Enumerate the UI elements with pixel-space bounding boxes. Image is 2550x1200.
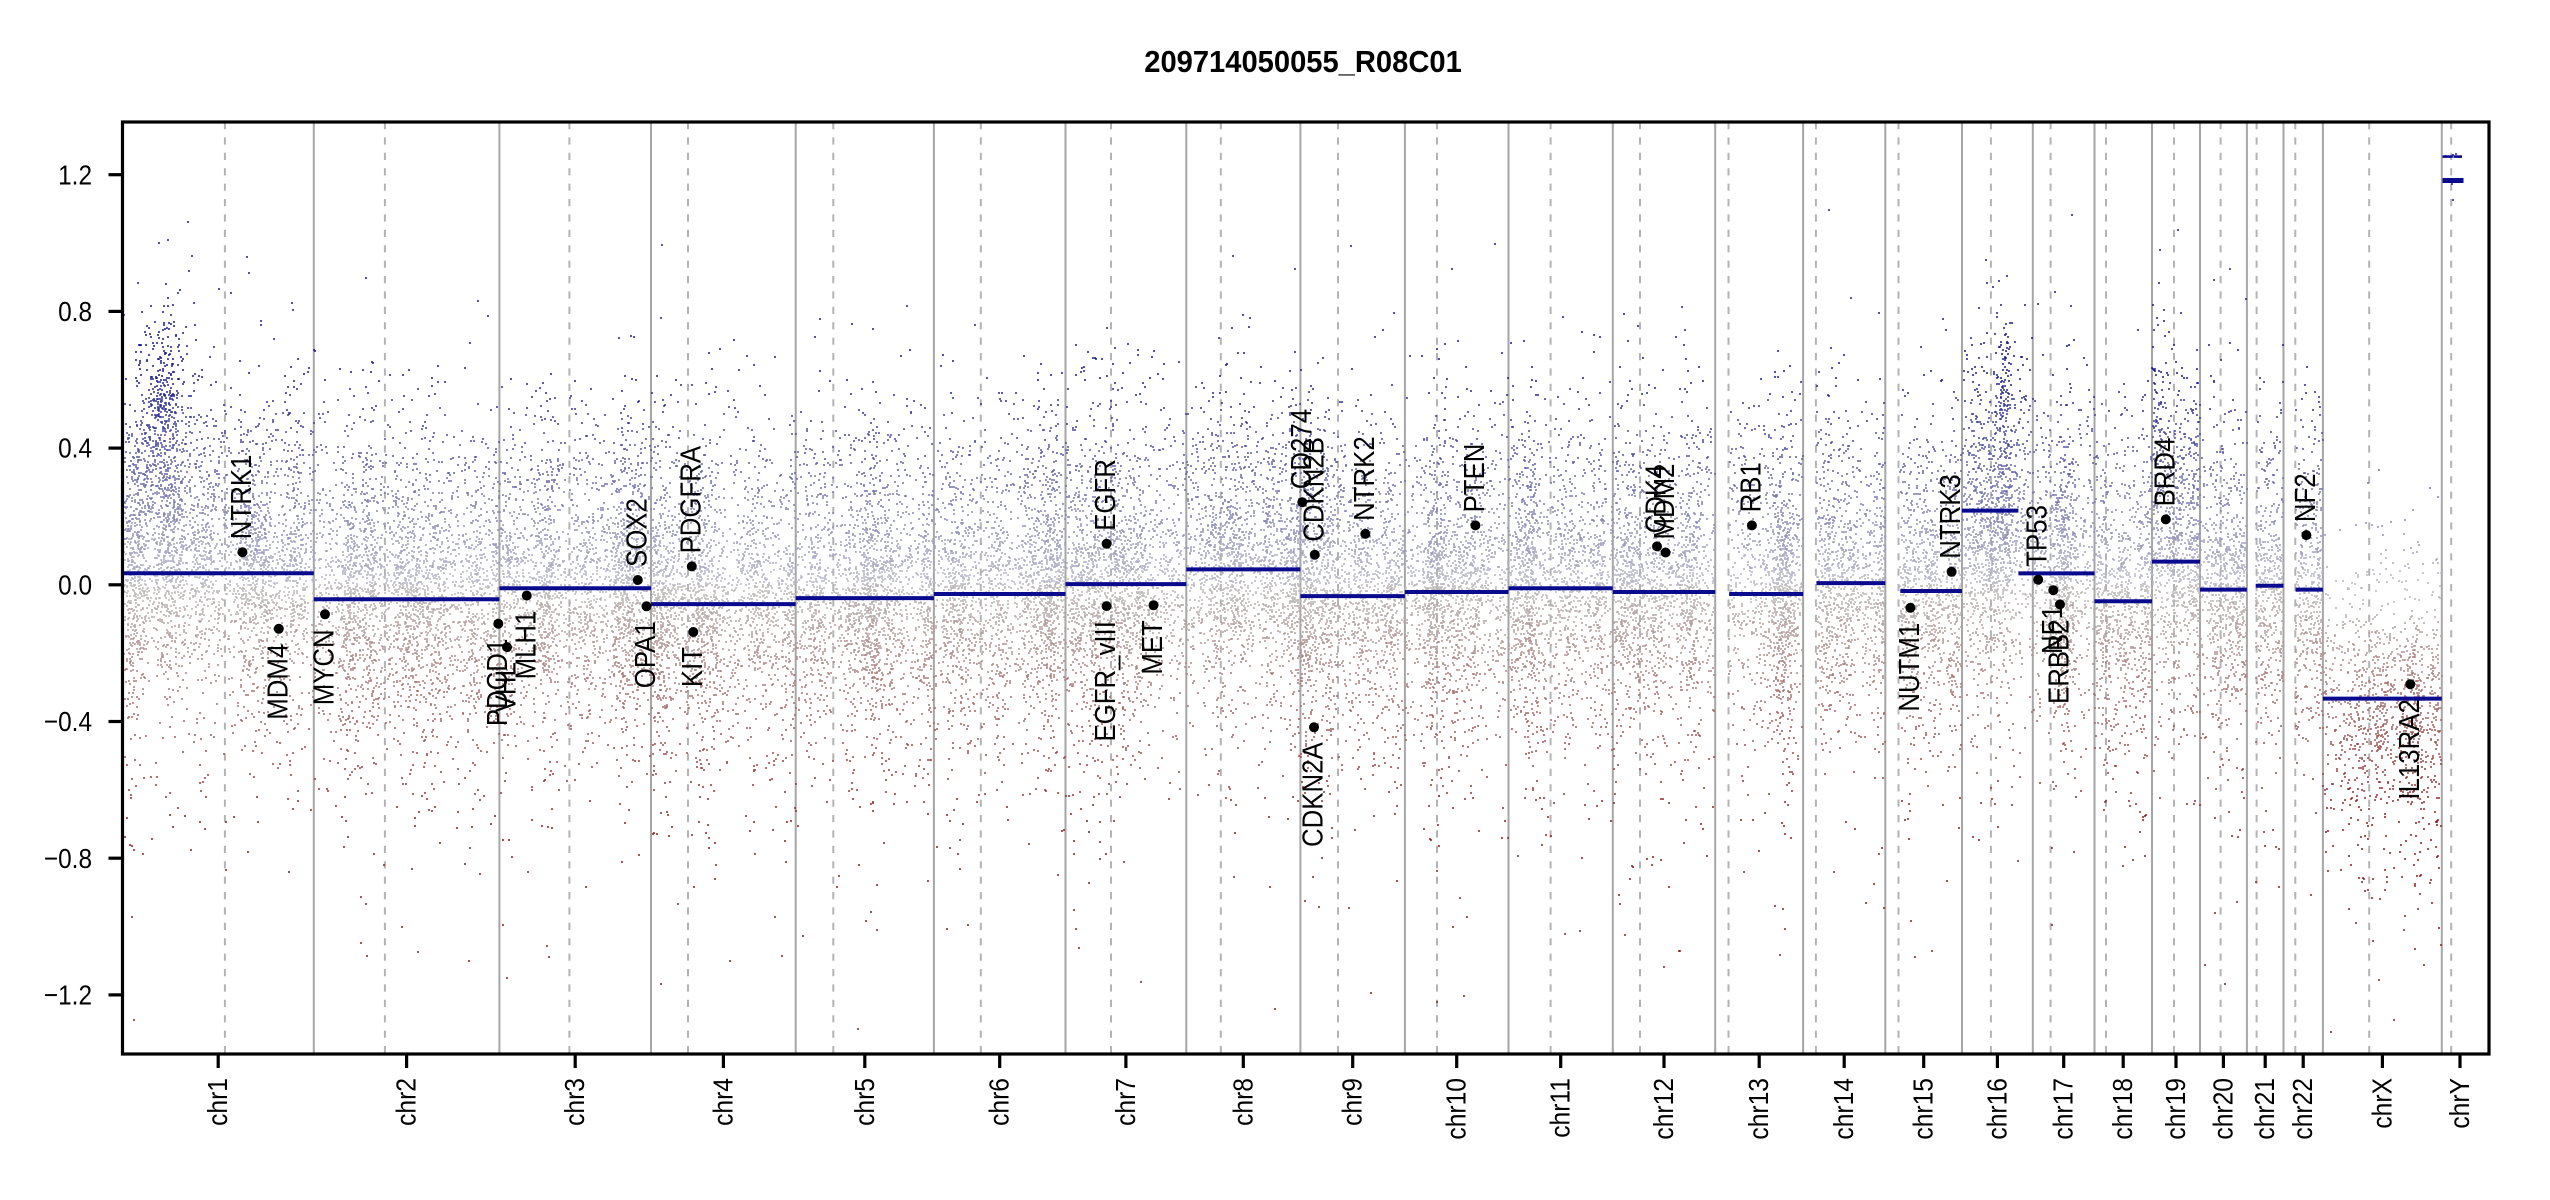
svg-text:chr15: chr15 bbox=[1907, 1078, 1939, 1140]
svg-text:RB1: RB1 bbox=[1734, 462, 1767, 512]
svg-text:chr4: chr4 bbox=[707, 1078, 739, 1126]
svg-text:chr2: chr2 bbox=[390, 1078, 422, 1126]
svg-text:chr11: chr11 bbox=[1544, 1078, 1576, 1138]
svg-text:MDM2: MDM2 bbox=[1648, 464, 1681, 540]
svg-text:EGFR: EGFR bbox=[1089, 459, 1122, 531]
svg-text:chr8: chr8 bbox=[1227, 1078, 1259, 1126]
svg-text:NF2: NF2 bbox=[2288, 473, 2321, 522]
svg-text:CDKN2A: CDKN2A bbox=[1296, 742, 1329, 847]
svg-text:ERBB2: ERBB2 bbox=[2042, 619, 2075, 704]
svg-text:chr12: chr12 bbox=[1648, 1078, 1680, 1140]
svg-text:chr20: chr20 bbox=[2207, 1078, 2239, 1140]
svg-text:chr21: chr21 bbox=[2249, 1078, 2281, 1140]
svg-text:MDM4: MDM4 bbox=[261, 644, 294, 720]
svg-text:chr5: chr5 bbox=[848, 1078, 880, 1126]
svg-text:1.2: 1.2 bbox=[58, 159, 92, 191]
svg-text:CDKN2B: CDKN2B bbox=[1297, 437, 1330, 542]
svg-text:chr16: chr16 bbox=[1981, 1078, 2013, 1140]
svg-text:chr6: chr6 bbox=[983, 1078, 1015, 1126]
svg-text:−0.8: −0.8 bbox=[44, 842, 92, 874]
svg-text:chr22: chr22 bbox=[2287, 1078, 2319, 1140]
svg-text:IL13RA2: IL13RA2 bbox=[2392, 699, 2425, 799]
svg-text:chrX: chrX bbox=[2366, 1078, 2398, 1129]
svg-text:chr10: chr10 bbox=[1440, 1078, 1472, 1140]
svg-text:EGFR_vIII: EGFR_vIII bbox=[1089, 621, 1122, 741]
svg-text:chr17: chr17 bbox=[2047, 1078, 2079, 1140]
svg-text:PTEN: PTEN bbox=[1457, 444, 1490, 513]
svg-text:chr7: chr7 bbox=[1109, 1078, 1141, 1126]
svg-text:NTRK2: NTRK2 bbox=[1347, 436, 1380, 521]
svg-text:MLH1: MLH1 bbox=[509, 611, 542, 680]
svg-text:chr19: chr19 bbox=[2160, 1078, 2192, 1140]
svg-text:MYCN: MYCN bbox=[307, 629, 340, 705]
svg-text:209714050055_R08C01: 209714050055_R08C01 bbox=[1144, 45, 1462, 79]
svg-text:MET: MET bbox=[1136, 620, 1169, 675]
svg-text:VHL: VHL bbox=[489, 662, 522, 712]
svg-text:PDGFRA: PDGFRA bbox=[674, 445, 707, 553]
svg-text:chr1: chr1 bbox=[202, 1078, 234, 1126]
svg-text:chr18: chr18 bbox=[2107, 1078, 2139, 1140]
svg-text:chr9: chr9 bbox=[1336, 1078, 1368, 1126]
svg-text:NTRK3: NTRK3 bbox=[1934, 474, 1967, 559]
svg-text:chr14: chr14 bbox=[1828, 1078, 1860, 1140]
svg-text:0.0: 0.0 bbox=[58, 569, 92, 601]
svg-text:chrY: chrY bbox=[2444, 1078, 2476, 1129]
svg-text:PDCD1: PDCD1 bbox=[480, 639, 513, 726]
svg-text:CD274: CD274 bbox=[1284, 409, 1317, 489]
svg-text:KIT: KIT bbox=[675, 647, 708, 687]
svg-text:SOX2: SOX2 bbox=[620, 498, 653, 567]
svg-text:chr13: chr13 bbox=[1743, 1078, 1775, 1140]
svg-text:0.8: 0.8 bbox=[58, 295, 92, 327]
svg-text:NF1: NF1 bbox=[2035, 605, 2068, 654]
svg-text:0.4: 0.4 bbox=[58, 432, 92, 464]
svg-text:OPA1: OPA1 bbox=[629, 621, 662, 688]
svg-text:−1.2: −1.2 bbox=[44, 979, 92, 1011]
svg-text:BRD4: BRD4 bbox=[2148, 438, 2181, 507]
svg-text:−0.4: −0.4 bbox=[44, 705, 92, 737]
svg-text:CDK4: CDK4 bbox=[1639, 465, 1672, 534]
svg-text:chr3: chr3 bbox=[559, 1078, 591, 1126]
svg-text:NTRK1: NTRK1 bbox=[225, 455, 258, 540]
svg-text:NUTM1: NUTM1 bbox=[1892, 623, 1925, 712]
svg-text:TP53: TP53 bbox=[2020, 505, 2053, 567]
